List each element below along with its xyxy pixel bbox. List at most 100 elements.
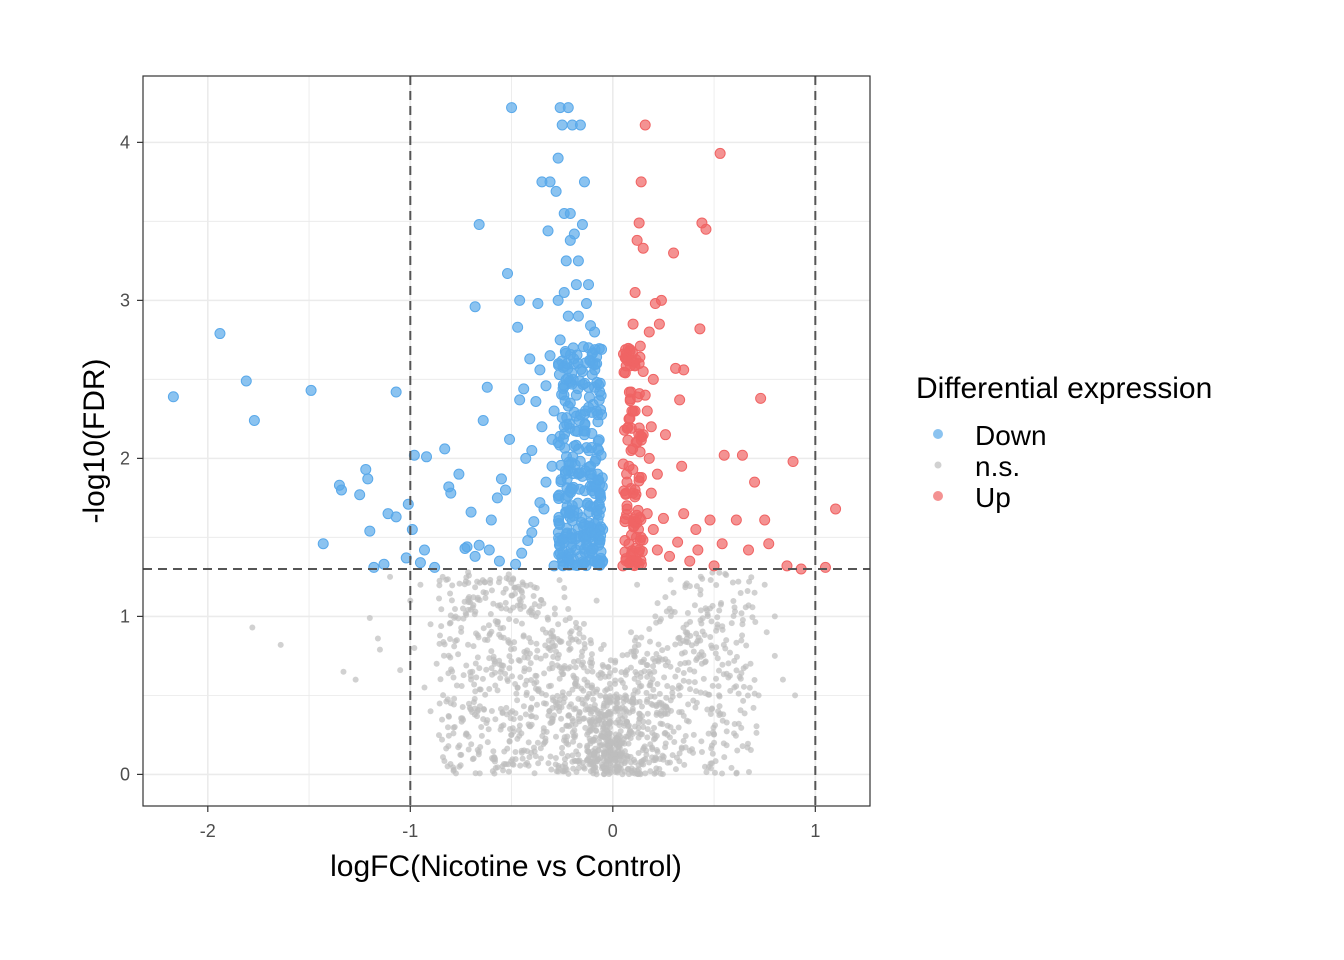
ns-point bbox=[680, 637, 687, 644]
ns-point bbox=[445, 670, 452, 677]
up-point bbox=[622, 421, 634, 433]
ns-point bbox=[507, 607, 514, 614]
ns-point bbox=[506, 738, 513, 745]
down-point bbox=[536, 421, 548, 433]
ns-point bbox=[508, 592, 515, 599]
ns-point bbox=[572, 732, 579, 739]
ns-point bbox=[619, 771, 626, 778]
ns-point bbox=[518, 620, 525, 627]
up-point bbox=[619, 513, 631, 525]
down-point bbox=[473, 219, 485, 231]
down-point bbox=[556, 119, 568, 131]
ns-point bbox=[456, 580, 463, 587]
ns-point bbox=[490, 600, 497, 607]
down-point bbox=[499, 484, 511, 496]
ns-point bbox=[607, 657, 614, 664]
ns-point bbox=[670, 728, 677, 735]
ns-point bbox=[579, 759, 586, 766]
ns-point bbox=[603, 702, 610, 709]
ns-point bbox=[515, 583, 522, 590]
ns-point bbox=[651, 724, 658, 731]
ns-point bbox=[481, 636, 488, 643]
ns-point bbox=[505, 571, 512, 578]
down-point bbox=[571, 349, 583, 361]
ns-point bbox=[561, 594, 568, 601]
ns-point bbox=[627, 759, 634, 766]
down-point bbox=[502, 268, 514, 280]
down-point bbox=[540, 380, 552, 392]
ns-point bbox=[566, 646, 573, 653]
ns-point bbox=[700, 675, 707, 682]
ns-point bbox=[647, 681, 654, 688]
ns-point bbox=[656, 699, 663, 706]
ns-point bbox=[537, 655, 544, 662]
ns-point bbox=[672, 673, 679, 680]
ns-point bbox=[733, 639, 740, 646]
ns-point bbox=[512, 710, 519, 717]
up-point bbox=[672, 536, 684, 548]
up-point bbox=[830, 503, 842, 515]
up-point bbox=[626, 529, 638, 541]
ns-point bbox=[639, 658, 646, 665]
ns-point bbox=[690, 731, 697, 738]
ns-point bbox=[739, 616, 746, 623]
ns-point bbox=[521, 648, 528, 655]
ns-point bbox=[564, 752, 571, 759]
down-point bbox=[360, 463, 372, 475]
ns-point bbox=[613, 699, 620, 706]
down-point bbox=[567, 451, 579, 463]
ns-point bbox=[569, 715, 576, 722]
ns-point bbox=[487, 611, 494, 618]
ns-point bbox=[576, 709, 583, 716]
ns-point bbox=[519, 755, 526, 762]
ns-point bbox=[690, 648, 697, 655]
ns-point bbox=[494, 764, 501, 771]
ns-point bbox=[435, 732, 442, 739]
ns-point bbox=[597, 669, 604, 676]
ns-point bbox=[526, 666, 533, 673]
ns-point bbox=[715, 683, 722, 690]
ns-point bbox=[580, 620, 587, 627]
ns-point bbox=[678, 745, 685, 752]
ns-point bbox=[659, 647, 666, 654]
ns-point bbox=[520, 703, 527, 710]
ns-point bbox=[494, 619, 501, 626]
down-point bbox=[469, 301, 481, 313]
ns-point bbox=[427, 621, 434, 628]
ns-point bbox=[694, 638, 701, 645]
ns-point bbox=[674, 667, 681, 674]
ns-point bbox=[277, 641, 284, 648]
ns-point bbox=[630, 648, 637, 655]
ns-point bbox=[553, 701, 560, 708]
ns-point bbox=[646, 759, 653, 766]
down-point bbox=[550, 185, 562, 197]
ns-point bbox=[709, 750, 716, 757]
ns-point bbox=[607, 739, 614, 746]
ns-point bbox=[716, 703, 723, 710]
ns-point bbox=[513, 690, 520, 697]
down-point bbox=[465, 506, 477, 518]
ns-point bbox=[561, 662, 568, 669]
up-point bbox=[700, 223, 712, 235]
down-point bbox=[518, 383, 530, 395]
down-point bbox=[421, 451, 433, 463]
ns-point bbox=[537, 745, 544, 752]
ns-point bbox=[589, 668, 596, 675]
ns-point bbox=[516, 596, 523, 603]
ns-point bbox=[662, 704, 669, 711]
ns-point bbox=[512, 681, 519, 688]
ns-point bbox=[677, 684, 684, 691]
ns-point bbox=[685, 678, 692, 685]
ns-point bbox=[528, 611, 535, 618]
ns-point bbox=[445, 732, 452, 739]
ns-point bbox=[611, 750, 618, 757]
up-point bbox=[629, 286, 641, 298]
ns-point bbox=[584, 744, 591, 751]
ns-point bbox=[472, 584, 479, 591]
ns-point bbox=[653, 747, 660, 754]
ns-point bbox=[753, 723, 760, 730]
ns-point bbox=[561, 695, 568, 702]
down-point bbox=[418, 544, 430, 556]
ns-point bbox=[427, 708, 434, 715]
down-point bbox=[594, 377, 606, 389]
